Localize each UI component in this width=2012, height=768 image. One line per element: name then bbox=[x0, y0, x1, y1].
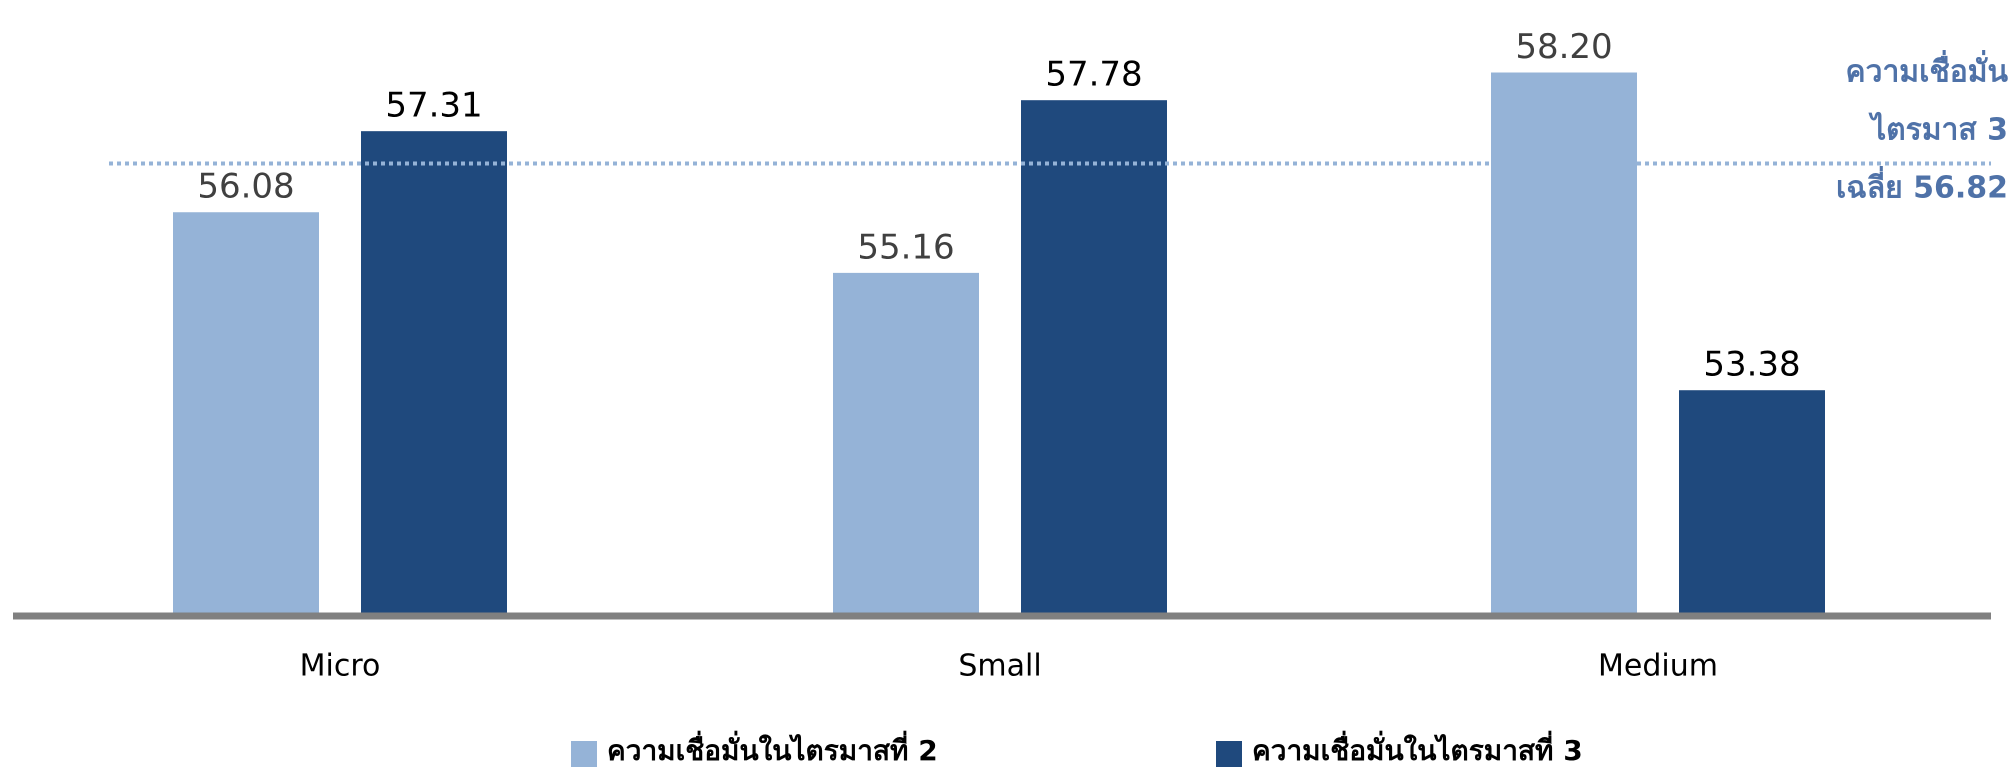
bar bbox=[173, 212, 319, 613]
reference-label: เฉลี่ย 56.82 bbox=[1836, 166, 2008, 206]
x-tick-label: Micro bbox=[300, 649, 381, 684]
bar bbox=[1679, 390, 1825, 613]
bar bbox=[1491, 72, 1637, 614]
bar bbox=[1021, 100, 1167, 613]
legend-swatch bbox=[571, 741, 597, 767]
data-label: 58.20 bbox=[1515, 27, 1612, 67]
bar bbox=[361, 131, 507, 613]
reference-label: ไตรมาส 3 bbox=[1868, 112, 2008, 148]
data-label: 57.31 bbox=[385, 86, 482, 126]
data-label: 53.38 bbox=[1703, 345, 1800, 385]
x-tick-label: Small bbox=[958, 649, 1041, 684]
legend-swatch bbox=[1216, 741, 1242, 767]
data-label: 56.08 bbox=[197, 167, 294, 207]
x-tick-label: Medium bbox=[1598, 649, 1718, 684]
legend-label: ความเชื่อมั่นในไตรมาสที่ 2 bbox=[607, 730, 938, 767]
reference-label: ความเชื่อมั่น bbox=[1846, 50, 2009, 90]
data-label: 55.16 bbox=[857, 227, 954, 267]
data-label: 57.78 bbox=[1045, 55, 1142, 95]
bar bbox=[833, 272, 979, 613]
legend-label: ความเชื่อมั่นในไตรมาสที่ 3 bbox=[1252, 730, 1583, 767]
